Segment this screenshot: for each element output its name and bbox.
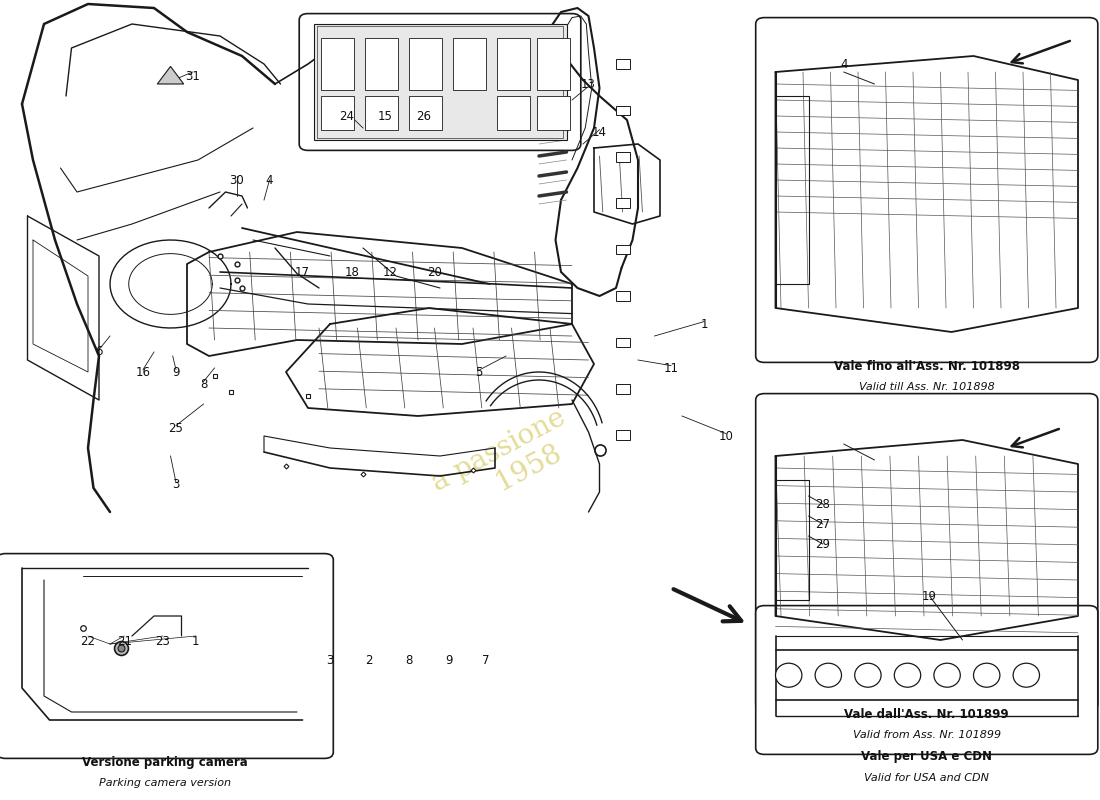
- Bar: [497, 38, 530, 90]
- Bar: [616, 198, 630, 208]
- Bar: [537, 38, 570, 90]
- Text: 3: 3: [327, 654, 333, 666]
- Bar: [616, 245, 630, 254]
- Text: a passione
    1958: a passione 1958: [427, 404, 585, 524]
- Text: 11: 11: [663, 362, 679, 374]
- Text: 5: 5: [475, 366, 482, 378]
- Text: 10: 10: [718, 430, 734, 442]
- Text: Valid from Ass. Nr. 101899: Valid from Ass. Nr. 101899: [852, 730, 1001, 741]
- FancyBboxPatch shape: [756, 606, 1098, 754]
- Text: 24: 24: [339, 110, 354, 122]
- FancyBboxPatch shape: [299, 14, 581, 150]
- Text: 28: 28: [815, 498, 830, 510]
- Text: 4: 4: [840, 58, 847, 70]
- Ellipse shape: [855, 663, 881, 687]
- FancyBboxPatch shape: [756, 18, 1098, 362]
- Text: 22: 22: [80, 635, 96, 648]
- Text: Parking camera version: Parking camera version: [99, 778, 231, 789]
- Ellipse shape: [1013, 663, 1040, 687]
- Text: 6: 6: [96, 346, 102, 358]
- FancyBboxPatch shape: [0, 554, 333, 758]
- Text: 7: 7: [483, 654, 490, 666]
- Text: 1: 1: [192, 635, 199, 648]
- Text: 4: 4: [266, 174, 273, 186]
- Bar: [616, 338, 630, 347]
- Text: Versione parking camera: Versione parking camera: [82, 756, 248, 769]
- Text: 17: 17: [295, 266, 310, 278]
- Bar: [453, 38, 486, 90]
- Text: 14: 14: [592, 126, 607, 138]
- Bar: [314, 24, 566, 140]
- Text: 13: 13: [581, 78, 596, 90]
- Bar: [497, 96, 530, 130]
- Text: 12: 12: [383, 266, 398, 278]
- Text: Valid till Ass. Nr. 101898: Valid till Ass. Nr. 101898: [859, 382, 994, 392]
- Text: 9: 9: [446, 654, 452, 666]
- Text: Vale per USA e CDN: Vale per USA e CDN: [861, 750, 992, 763]
- Text: 1: 1: [701, 318, 707, 330]
- Ellipse shape: [815, 663, 842, 687]
- Text: 19: 19: [922, 590, 937, 602]
- Text: 8: 8: [200, 378, 207, 390]
- Bar: [365, 38, 398, 90]
- Bar: [321, 96, 354, 130]
- Text: 29: 29: [815, 538, 830, 550]
- Text: 25: 25: [168, 422, 184, 434]
- Text: 27: 27: [815, 518, 830, 530]
- Text: 23: 23: [155, 635, 170, 648]
- Text: 26: 26: [416, 110, 431, 122]
- Text: 9: 9: [173, 366, 179, 378]
- Text: 8: 8: [406, 654, 412, 666]
- Bar: [616, 430, 630, 440]
- Bar: [365, 96, 398, 130]
- Text: 21: 21: [117, 635, 132, 648]
- Bar: [409, 96, 442, 130]
- FancyBboxPatch shape: [756, 394, 1098, 710]
- Ellipse shape: [934, 663, 960, 687]
- Polygon shape: [157, 66, 184, 84]
- Bar: [321, 38, 354, 90]
- Bar: [537, 96, 570, 130]
- Text: 2: 2: [365, 654, 372, 666]
- Bar: [409, 38, 442, 90]
- Bar: [616, 384, 630, 394]
- Bar: [616, 106, 630, 115]
- Text: 3: 3: [173, 478, 179, 490]
- Bar: [616, 152, 630, 162]
- Ellipse shape: [894, 663, 921, 687]
- Text: 31: 31: [185, 70, 200, 82]
- Text: 15: 15: [377, 110, 393, 122]
- Ellipse shape: [776, 663, 802, 687]
- Text: Vale fino all'Ass. Nr. 101898: Vale fino all'Ass. Nr. 101898: [834, 360, 1020, 373]
- Text: 18: 18: [344, 266, 360, 278]
- Bar: [616, 59, 630, 69]
- Text: Vale dall'Ass. Nr. 101899: Vale dall'Ass. Nr. 101899: [845, 708, 1009, 721]
- Text: Valid for USA and CDN: Valid for USA and CDN: [865, 773, 989, 782]
- Text: 30: 30: [229, 174, 244, 186]
- Ellipse shape: [974, 663, 1000, 687]
- Text: 16: 16: [135, 366, 151, 378]
- Bar: [616, 291, 630, 301]
- Text: 20: 20: [427, 266, 442, 278]
